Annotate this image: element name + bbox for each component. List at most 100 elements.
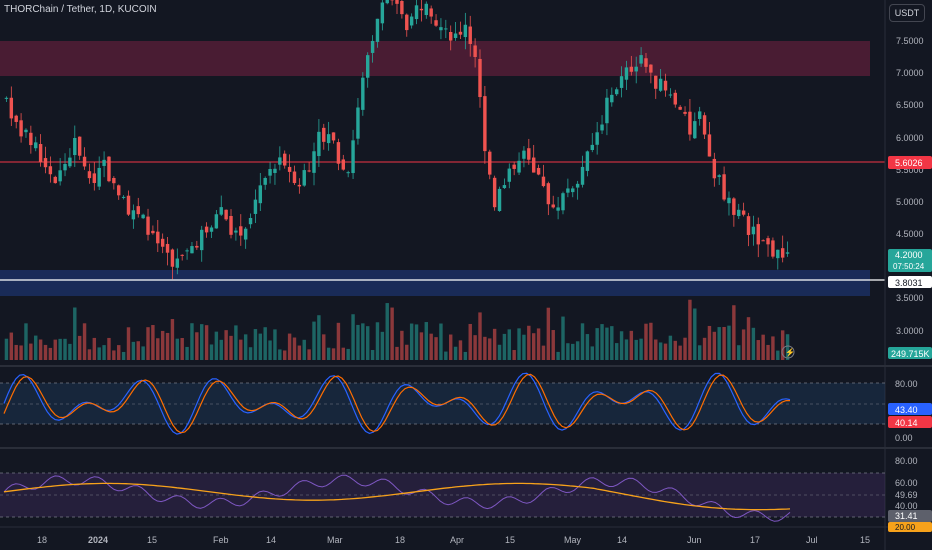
candle (473, 45, 477, 57)
candle (117, 185, 121, 196)
candle (624, 67, 629, 80)
volume-bar (683, 337, 687, 360)
volume-bar (737, 345, 741, 360)
volume-bar (556, 351, 560, 360)
volume-bar (517, 328, 521, 360)
support-label-bg (888, 276, 932, 288)
volume-bar (619, 331, 624, 360)
candle (590, 144, 594, 151)
volume-bar (644, 323, 648, 360)
candle (502, 185, 507, 189)
volume-bar (527, 325, 531, 360)
volume-bar (292, 337, 297, 360)
candle (566, 188, 570, 193)
volume-bar (385, 303, 389, 360)
time-tick: 14 (266, 535, 276, 545)
volume-bar (580, 323, 585, 360)
candle (239, 226, 243, 236)
volume-bar (678, 345, 682, 360)
volume-bar (239, 339, 243, 360)
volume-bar (629, 330, 634, 360)
candle (29, 132, 33, 146)
candle (131, 210, 136, 220)
candle (190, 246, 194, 254)
lightning-icon[interactable] (781, 345, 795, 359)
candle (605, 97, 609, 124)
candle (405, 14, 409, 31)
rsi-ma-value: 49.69 (895, 490, 918, 500)
candle (331, 132, 336, 141)
candle (483, 96, 487, 152)
candle (556, 207, 560, 211)
time-tick: 2024 (88, 535, 108, 545)
candle (546, 183, 551, 205)
rsi-tick: 80.00 (895, 456, 918, 466)
volume-bar (497, 344, 502, 360)
volume-bars (4, 299, 790, 360)
volume-bar (190, 323, 194, 360)
volume-bar (63, 338, 67, 360)
candle (575, 183, 580, 188)
candle (351, 140, 355, 174)
rsi-ma-line (3, 482, 791, 511)
volume-bar (312, 321, 316, 360)
candle (746, 216, 751, 235)
volume-bar (14, 344, 18, 360)
volume-bar (697, 345, 702, 360)
price-tick: 7.0000 (896, 68, 924, 78)
volume-bar (243, 334, 248, 360)
volume-bar (693, 308, 697, 360)
candle (112, 178, 116, 184)
volume-bar (507, 329, 511, 360)
volume-bar (117, 345, 121, 360)
volume-bar (380, 331, 385, 360)
volume-bar (38, 339, 43, 360)
candle (595, 132, 599, 145)
volume-bar (136, 341, 140, 360)
candle (766, 238, 770, 245)
rsi-line (3, 474, 791, 522)
price-tick: 5.5000 (896, 165, 924, 175)
time-axis[interactable]: 18 2024 15 Feb 14 Mar 18 Apr 15 May 14 J… (37, 535, 870, 545)
resistance-label: 5.6026 (895, 158, 923, 168)
volume-bar (575, 341, 580, 360)
volume-bar (756, 340, 760, 360)
volume-bar (722, 326, 726, 360)
volume-bar (68, 343, 72, 360)
volume-bar (419, 332, 424, 360)
volume-bar (151, 325, 155, 360)
candle (580, 166, 585, 185)
candle (370, 40, 375, 53)
currency-button[interactable]: USDT (889, 4, 925, 22)
volume-bar (776, 350, 780, 360)
time-tick: 18 (37, 535, 47, 545)
candle (38, 144, 43, 163)
candle (654, 75, 658, 89)
candle (219, 207, 223, 215)
candle (439, 27, 443, 31)
volume-bar (165, 332, 170, 360)
candle (751, 226, 756, 235)
volume-bar (551, 330, 555, 360)
candle (253, 199, 258, 214)
volume-bar (297, 345, 302, 360)
candle (214, 214, 219, 229)
volume-bar (483, 336, 487, 360)
volume-bar (326, 347, 331, 360)
candle (175, 258, 180, 268)
price-axis[interactable]: 7.5000 7.0000 6.5000 6.0000 5.5000 5.000… (896, 36, 924, 336)
candle (712, 158, 717, 179)
volume-bar (156, 338, 160, 360)
time-tick: Apr (450, 535, 464, 545)
candle (649, 64, 653, 73)
volume-bar (712, 331, 717, 360)
volume-label-bg (888, 347, 932, 359)
volume-bar (414, 324, 419, 360)
time-tick: 15 (505, 535, 515, 545)
volume-bar (751, 327, 756, 360)
volume-bar (463, 351, 468, 360)
candle (263, 177, 267, 185)
candle (634, 66, 638, 72)
volume-bar (9, 332, 14, 360)
